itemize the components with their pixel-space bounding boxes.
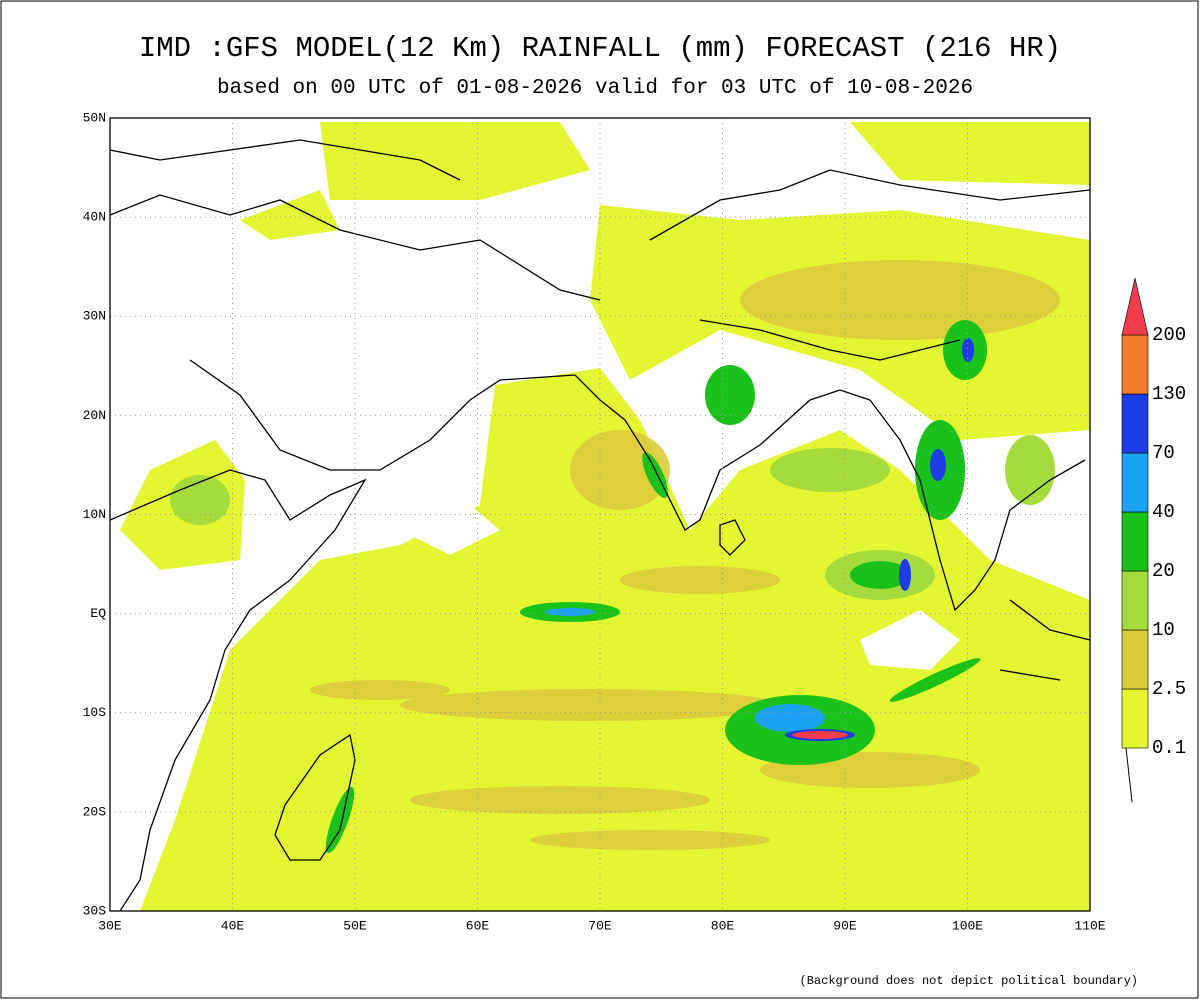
rain-cell <box>170 320 1055 854</box>
rain-area <box>240 190 340 240</box>
legend-label: 20 <box>1152 560 1175 582</box>
lon-label: 70E <box>588 918 612 933</box>
lat-label: EQ <box>90 606 106 621</box>
legend-swatch <box>1121 688 1149 749</box>
lat-label: 20S <box>83 804 107 819</box>
dry-area <box>400 505 500 555</box>
legend-label: 0.1 <box>1152 737 1186 759</box>
coastline <box>109 139 1091 912</box>
rain-area <box>320 122 590 200</box>
legend: 0.1 2.5 10 20 40 70 130 200 <box>1121 277 1186 803</box>
lon-label: 80E <box>711 918 735 933</box>
legend-label: 40 <box>1152 501 1175 523</box>
legend-swatch <box>1121 393 1149 454</box>
lat-label: 10N <box>83 507 106 522</box>
rain-area <box>850 122 1090 185</box>
lat-label: 50N <box>83 110 106 125</box>
lon-label: 40E <box>221 918 245 933</box>
lon-label: 50E <box>343 918 367 933</box>
dry-area <box>860 610 960 670</box>
legend-label: 200 <box>1152 324 1186 346</box>
lat-label: 30N <box>83 309 106 324</box>
lon-label: 110E <box>1074 918 1105 933</box>
lat-label: 30S <box>83 903 107 918</box>
legend-label: 130 <box>1152 383 1186 405</box>
lon-label: 60E <box>466 918 490 933</box>
legend-tail <box>1125 747 1133 803</box>
lat-label: 10S <box>83 705 107 720</box>
legend-swatch <box>1121 452 1149 513</box>
map-border <box>109 117 1091 912</box>
footnote: (Background does not depict political bo… <box>800 974 1138 988</box>
legend-label: 70 <box>1152 442 1175 464</box>
legend-swatch <box>1121 570 1149 631</box>
legend-swatch <box>1121 277 1149 336</box>
legend-label: 10 <box>1152 619 1175 641</box>
legend-swatch <box>1121 511 1149 572</box>
title: IMD :GFS MODEL(12 Km) RAINFALL (mm) FORE… <box>139 32 1061 65</box>
legend-swatch <box>1121 334 1149 395</box>
lon-label: 90E <box>833 918 857 933</box>
lon-label: 30E <box>98 918 122 933</box>
subtitle: based on 00 UTC of 01-08-2026 valid for … <box>217 77 973 100</box>
lon-label: 100E <box>952 918 983 933</box>
lat-label: 20N <box>83 408 106 423</box>
rainfall-field <box>109 122 1091 912</box>
legend-label: 2.5 <box>1152 678 1186 700</box>
lat-label: 40N <box>83 210 106 225</box>
graticule <box>110 118 1090 911</box>
legend-swatch <box>1121 629 1149 690</box>
